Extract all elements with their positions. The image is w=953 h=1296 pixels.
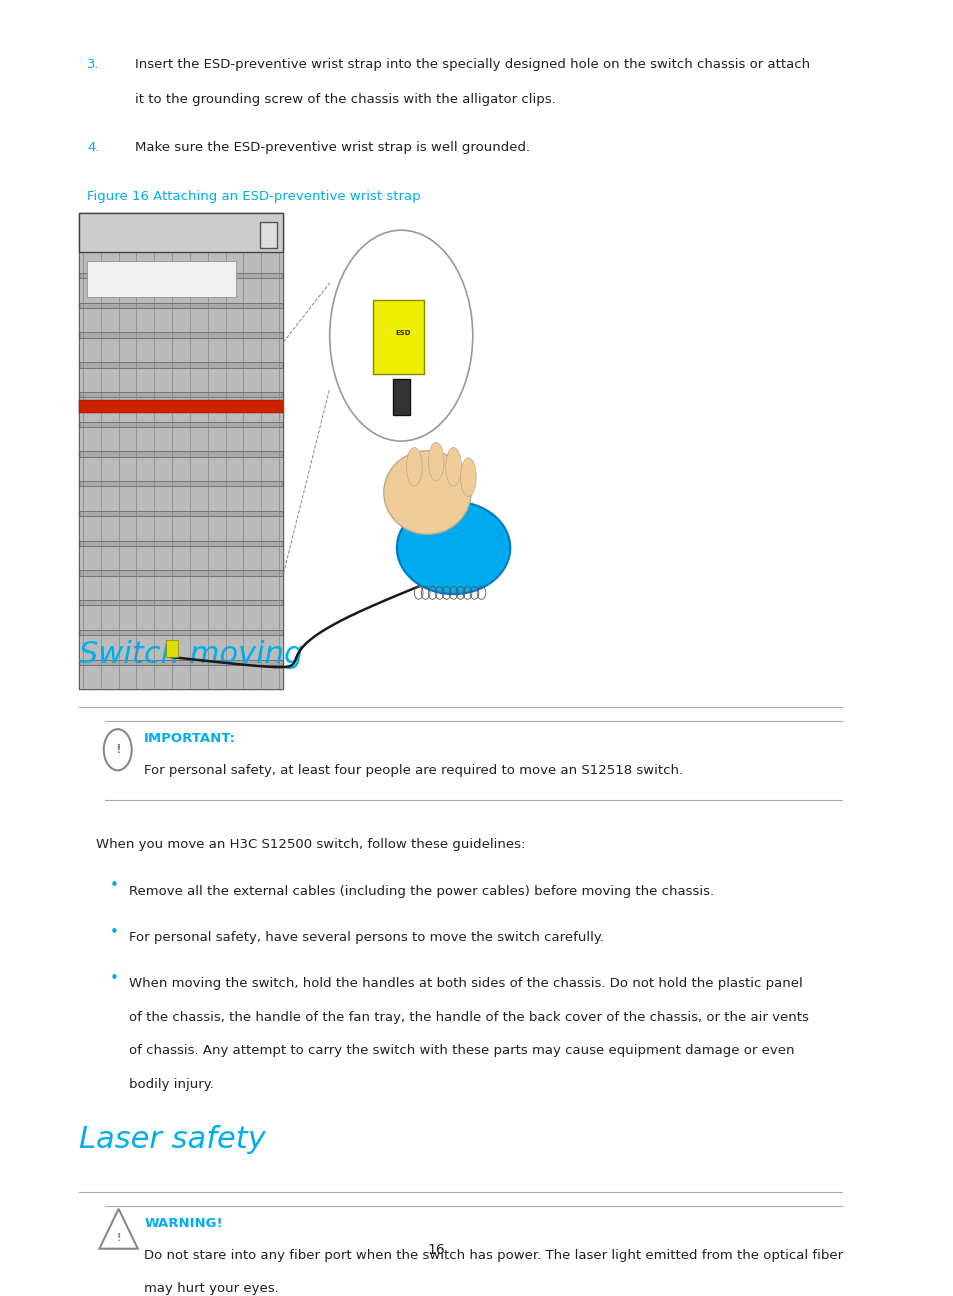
Text: Do not stare into any fiber port when the switch has power. The laser light emit: Do not stare into any fiber port when th… — [144, 1249, 842, 1262]
Text: For personal safety, have several persons to move the switch carefully.: For personal safety, have several person… — [129, 931, 603, 943]
Text: For personal safety, at least four people are required to move an S12518 switch.: For personal safety, at least four peopl… — [144, 763, 682, 776]
Bar — [78, 456, 283, 481]
Text: Figure 16 Attaching an ESD-preventive wrist strap: Figure 16 Attaching an ESD-preventive wr… — [87, 191, 420, 203]
Bar — [78, 635, 283, 660]
Text: of the chassis, the handle of the fan tray, the handle of the back cover of the : of the chassis, the handle of the fan tr… — [129, 1011, 808, 1024]
Bar — [78, 665, 283, 689]
Bar — [78, 308, 283, 333]
Text: !: ! — [114, 743, 120, 757]
Bar — [78, 575, 283, 600]
Bar — [78, 214, 283, 251]
Ellipse shape — [428, 442, 443, 481]
Text: bodily injury.: bodily injury. — [129, 1078, 213, 1091]
Text: When moving the switch, hold the handles at both sides of the chassis. Do not ho: When moving the switch, hold the handles… — [129, 977, 802, 990]
Bar — [78, 400, 283, 413]
Bar — [78, 516, 283, 540]
Text: Laser safety: Laser safety — [78, 1125, 265, 1155]
Text: !: ! — [116, 1234, 121, 1243]
Text: IMPORTANT:: IMPORTANT: — [144, 732, 235, 745]
Text: 4.: 4. — [87, 141, 100, 154]
Bar — [78, 338, 283, 362]
Bar — [78, 249, 283, 273]
Bar — [78, 368, 283, 391]
Ellipse shape — [396, 502, 510, 594]
Bar — [78, 605, 283, 630]
Text: 16: 16 — [427, 1243, 444, 1257]
Bar — [78, 426, 283, 451]
Bar — [87, 260, 235, 297]
Text: Make sure the ESD-preventive wrist strap is well grounded.: Make sure the ESD-preventive wrist strap… — [135, 141, 530, 154]
Text: •: • — [110, 924, 119, 940]
Text: WARNING!: WARNING! — [145, 1217, 223, 1230]
Bar — [78, 214, 283, 689]
Ellipse shape — [383, 451, 471, 534]
Text: it to the grounding screw of the chassis with the alligator clips.: it to the grounding screw of the chassis… — [135, 92, 556, 105]
Bar — [392, 380, 410, 416]
Ellipse shape — [460, 457, 476, 496]
Bar — [78, 486, 283, 511]
Text: When you move an H3C S12500 switch, follow these guidelines:: When you move an H3C S12500 switch, foll… — [96, 839, 525, 851]
Bar — [259, 223, 277, 249]
Bar — [78, 398, 283, 421]
Text: •: • — [110, 879, 119, 893]
Text: 3.: 3. — [87, 58, 100, 71]
Text: ESD: ESD — [395, 330, 411, 336]
Ellipse shape — [406, 447, 422, 486]
Bar — [373, 299, 423, 375]
Circle shape — [330, 231, 473, 441]
Text: •: • — [110, 971, 119, 986]
Bar — [78, 546, 283, 570]
Ellipse shape — [445, 447, 461, 486]
Bar — [78, 219, 283, 244]
Text: may hurt your eyes.: may hurt your eyes. — [144, 1282, 278, 1295]
Bar — [166, 640, 178, 657]
Text: of chassis. Any attempt to carry the switch with these parts may cause equipment: of chassis. Any attempt to carry the swi… — [129, 1045, 794, 1058]
Text: Switch moving: Switch moving — [78, 640, 302, 670]
Text: Remove all the external cables (including the power cables) before moving the ch: Remove all the external cables (includin… — [129, 885, 714, 898]
Bar — [78, 279, 283, 303]
Text: Insert the ESD-preventive wrist strap into the specially designed hole on the sw: Insert the ESD-preventive wrist strap in… — [135, 58, 809, 71]
